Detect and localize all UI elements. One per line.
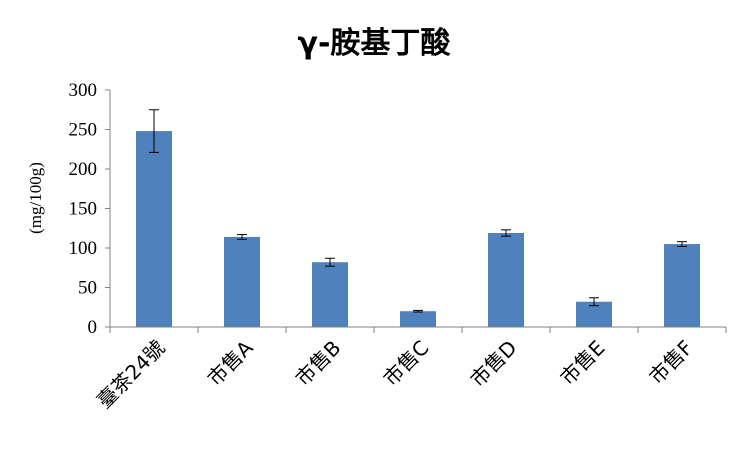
x-tick-label: 市售D xyxy=(465,336,521,392)
error-bar xyxy=(325,257,335,267)
bars xyxy=(136,131,700,327)
y-axis-label: (mg/100g) xyxy=(26,162,45,234)
error-bar xyxy=(413,309,423,313)
bar xyxy=(488,232,524,327)
y-tick-label: 250 xyxy=(69,120,98,141)
x-tick-label: 市售E xyxy=(555,336,609,390)
x-axis xyxy=(109,326,727,333)
category-labels: 臺茶24號 市售A 市售B 市售C 市售D 市售E 市售F xyxy=(92,335,697,413)
error-bar xyxy=(501,229,511,237)
error-bar xyxy=(677,241,687,247)
x-tick-label: 市售F xyxy=(644,336,697,389)
x-tick-label: 市售A xyxy=(203,335,258,390)
y-axis: 0 50 100 150 200 250 300 xyxy=(69,80,111,338)
y-tick-label: 300 xyxy=(69,80,98,101)
error-bar xyxy=(149,109,159,153)
bar xyxy=(136,131,172,327)
x-tick-label: 市售B xyxy=(291,336,346,391)
x-tick-label: 臺茶24號 xyxy=(92,336,169,413)
x-tick-label: 市售C xyxy=(378,336,433,391)
y-tick-label: 150 xyxy=(69,199,98,220)
error-bars xyxy=(149,109,687,313)
error-bar xyxy=(237,234,247,240)
error-bar xyxy=(589,297,599,307)
bar xyxy=(224,236,260,327)
y-tick-label: 100 xyxy=(69,238,98,259)
bar xyxy=(664,244,700,327)
y-tick-label: 0 xyxy=(88,317,98,338)
bar xyxy=(312,262,348,327)
y-tick-label: 200 xyxy=(69,159,98,180)
bar xyxy=(400,311,436,327)
chart-title: γ-胺基丁酸 xyxy=(298,26,452,61)
y-tick-label: 50 xyxy=(78,278,97,299)
